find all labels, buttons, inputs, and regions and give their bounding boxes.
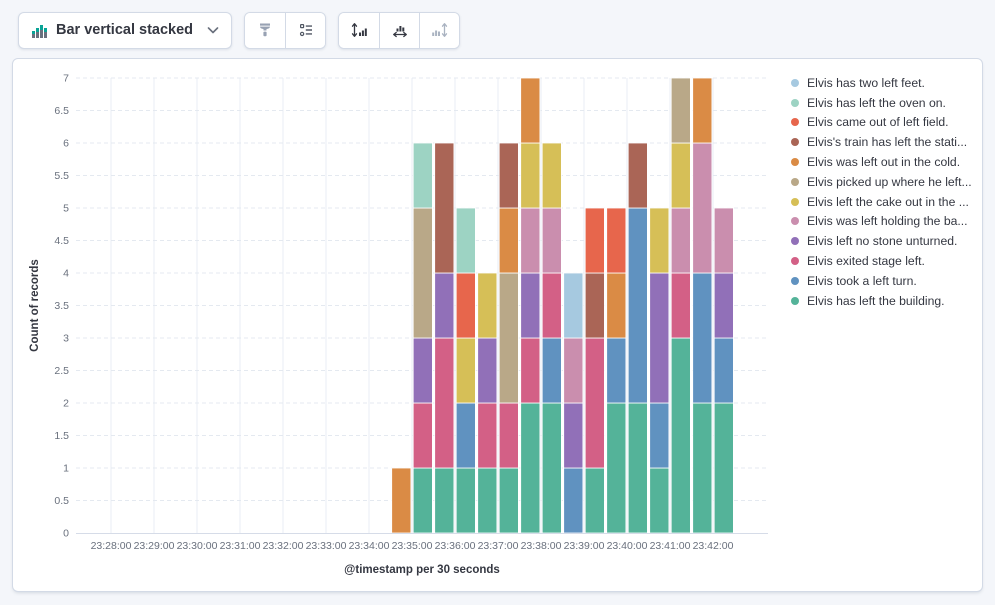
svg-text:23:41:00: 23:41:00 — [650, 540, 691, 552]
svg-text:23:36:00: 23:36:00 — [435, 540, 476, 552]
svg-text:2: 2 — [63, 398, 69, 410]
svg-text:23:40:00: 23:40:00 — [607, 540, 648, 552]
chart-panel: 0 0.5 1 1.5 2 2.5 3 3.5 4 4.5 5 5.5 6 6.5 7 23:28:00 23:… — [12, 58, 983, 592]
legend-label: Elvis came out of left field. — [807, 115, 949, 130]
chart-legend: Elvis has two left feet. Elvis has left t… — [791, 73, 981, 311]
legend-color-dot — [791, 217, 799, 226]
right-axis-button — [419, 12, 460, 48]
svg-text:23:35:00: 23:35:00 — [392, 540, 433, 552]
legend-label: Elvis picked up where he left... — [807, 174, 972, 189]
axis-button-group — [338, 11, 461, 49]
legend-color-dot — [791, 276, 799, 285]
legend-label: Elvis has two left feet. — [807, 75, 925, 90]
svg-text:23:34:00: 23:34:00 — [349, 540, 390, 552]
axis-bottom-icon — [392, 26, 407, 38]
svg-text:23:37:00: 23:37:00 — [478, 540, 519, 552]
legend-item[interactable]: Elvis has left the oven on. — [791, 93, 981, 113]
svg-text:23:42:00: 23:42:00 — [693, 540, 734, 552]
svg-text:23:39:00: 23:39:00 — [564, 540, 605, 552]
legend-item[interactable]: Elvis took a left turn. — [791, 271, 981, 291]
bar-vertical-stacked-icon — [32, 25, 47, 38]
chart-type-label: Bar vertical stacked — [56, 22, 194, 38]
legend-item[interactable]: Elvis came out of left field. — [791, 113, 981, 133]
legend-label: Elvis took a left turn. — [807, 273, 917, 288]
svg-text:3: 3 — [63, 333, 69, 345]
legend-label: Elvis's train has left the stati... — [807, 135, 968, 150]
chart-toolbar: Bar vertical stacked — [18, 11, 461, 49]
svg-text:4.5: 4.5 — [54, 235, 69, 247]
legend-item[interactable]: Elvis was left holding the ba... — [791, 212, 981, 232]
chevron-down-icon — [207, 26, 219, 33]
svg-text:23:31:00: 23:31:00 — [220, 540, 261, 552]
legend-label: Elvis left no stone unturned. — [807, 234, 958, 249]
svg-text:23:32:00: 23:32:00 — [263, 540, 304, 552]
legend-color-dot — [791, 78, 799, 87]
x-axis-title: @timestamp per 30 seconds — [344, 564, 500, 576]
svg-text:2.5: 2.5 — [54, 365, 69, 377]
legend-item[interactable]: Elvis was left out in the cold. — [791, 152, 981, 172]
legend-color-dot — [791, 138, 799, 147]
legend-item[interactable]: Elvis picked up where he left... — [791, 172, 981, 192]
svg-text:5: 5 — [63, 203, 69, 215]
svg-text:1: 1 — [63, 463, 69, 475]
legend-label: Elvis left the cake out in the ... — [807, 194, 969, 209]
svg-text:1.5: 1.5 — [54, 430, 69, 442]
legend-color-dot — [791, 158, 799, 167]
legend-item[interactable]: Elvis's train has left the stati... — [791, 132, 981, 152]
svg-text:23:28:00: 23:28:00 — [91, 540, 132, 552]
left-axis-button[interactable] — [339, 12, 380, 48]
axis-right-icon — [431, 23, 447, 37]
legend-item[interactable]: Elvis left no stone unturned. — [791, 231, 981, 251]
legend-label: Elvis was left holding the ba... — [807, 214, 968, 229]
legend-color-dot — [791, 197, 799, 206]
legend-label: Elvis exited stage left. — [807, 254, 925, 269]
y-axis-title: Count of records — [29, 259, 41, 352]
svg-text:23:33:00: 23:33:00 — [306, 540, 347, 552]
svg-text:6: 6 — [63, 138, 69, 150]
legend-label: Elvis was left out in the cold. — [807, 155, 961, 170]
legend-item[interactable]: Elvis has left the building. — [791, 291, 981, 311]
legend-item[interactable]: Elvis exited stage left. — [791, 251, 981, 271]
svg-text:23:30:00: 23:30:00 — [177, 540, 218, 552]
legend-color-dot — [791, 237, 799, 246]
legend-color-dot — [791, 177, 799, 186]
bottom-axis-button[interactable] — [379, 12, 420, 48]
paint-brush-icon — [260, 23, 271, 37]
svg-text:6.5: 6.5 — [54, 105, 69, 117]
svg-text:0.5: 0.5 — [54, 495, 69, 507]
style-button-group — [244, 11, 327, 49]
legend-color-dot — [791, 296, 799, 305]
legend-color-dot — [791, 257, 799, 266]
axis-left-icon — [351, 23, 367, 37]
legend-color-dot — [791, 98, 799, 107]
legend-settings-button[interactable] — [285, 12, 326, 48]
svg-text:23:38:00: 23:38:00 — [521, 540, 562, 552]
svg-text:4: 4 — [63, 268, 69, 280]
legend-item[interactable]: Elvis left the cake out in the ... — [791, 192, 981, 212]
legend-label: Elvis has left the building. — [807, 293, 945, 308]
visual-options-button[interactable] — [245, 12, 286, 48]
svg-text:23:29:00: 23:29:00 — [134, 540, 175, 552]
legend-item[interactable]: Elvis has two left feet. — [791, 73, 981, 93]
svg-text:3.5: 3.5 — [54, 300, 69, 312]
legend-color-dot — [791, 118, 799, 127]
chart-type-dropdown[interactable]: Bar vertical stacked — [18, 11, 233, 49]
svg-text:0: 0 — [63, 528, 69, 540]
legend-list-icon — [299, 23, 312, 37]
svg-text:7: 7 — [63, 73, 69, 85]
legend-label: Elvis has left the oven on. — [807, 95, 946, 110]
svg-text:5.5: 5.5 — [54, 170, 69, 182]
